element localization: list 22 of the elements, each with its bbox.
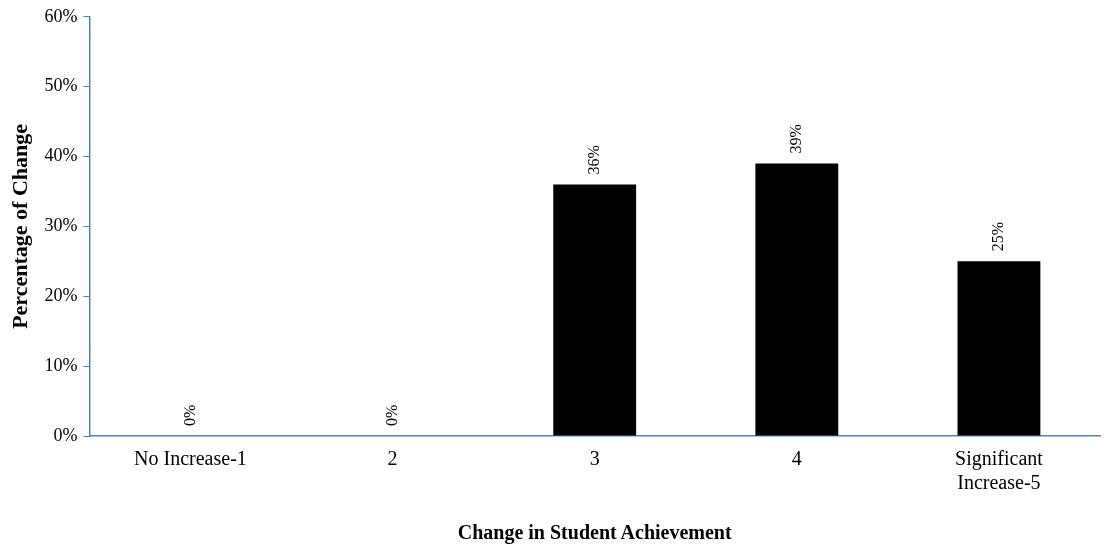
x-tick-label: Significant Increase-5 <box>955 447 1044 494</box>
bar <box>553 184 637 436</box>
y-tick-label: 0% <box>53 424 78 445</box>
y-tick-label: 20% <box>44 285 78 305</box>
y-tick-label: 60% <box>44 5 78 26</box>
data-label: 39% <box>787 124 805 154</box>
y-tick-label: 10% <box>44 354 78 375</box>
x-tick-label: No Increase-1 <box>134 447 247 470</box>
data-label: 25% <box>989 222 1007 252</box>
y-tick-label: 50% <box>44 75 78 96</box>
x-tick-label: 4 <box>791 447 802 470</box>
y-axis-title: Percentage of Change <box>6 123 32 329</box>
data-label: 0% <box>180 404 198 426</box>
bar <box>755 163 839 436</box>
bar <box>957 261 1041 436</box>
x-tick-label: 2 <box>387 447 398 470</box>
y-tick-label: 30% <box>44 215 78 236</box>
y-tick-label: 40% <box>44 145 78 166</box>
x-tick-label: 3 <box>589 447 600 470</box>
x-axis-title: Change in Student Achievement <box>457 521 732 545</box>
data-label: 0% <box>382 404 400 426</box>
data-label: 36% <box>584 145 602 175</box>
